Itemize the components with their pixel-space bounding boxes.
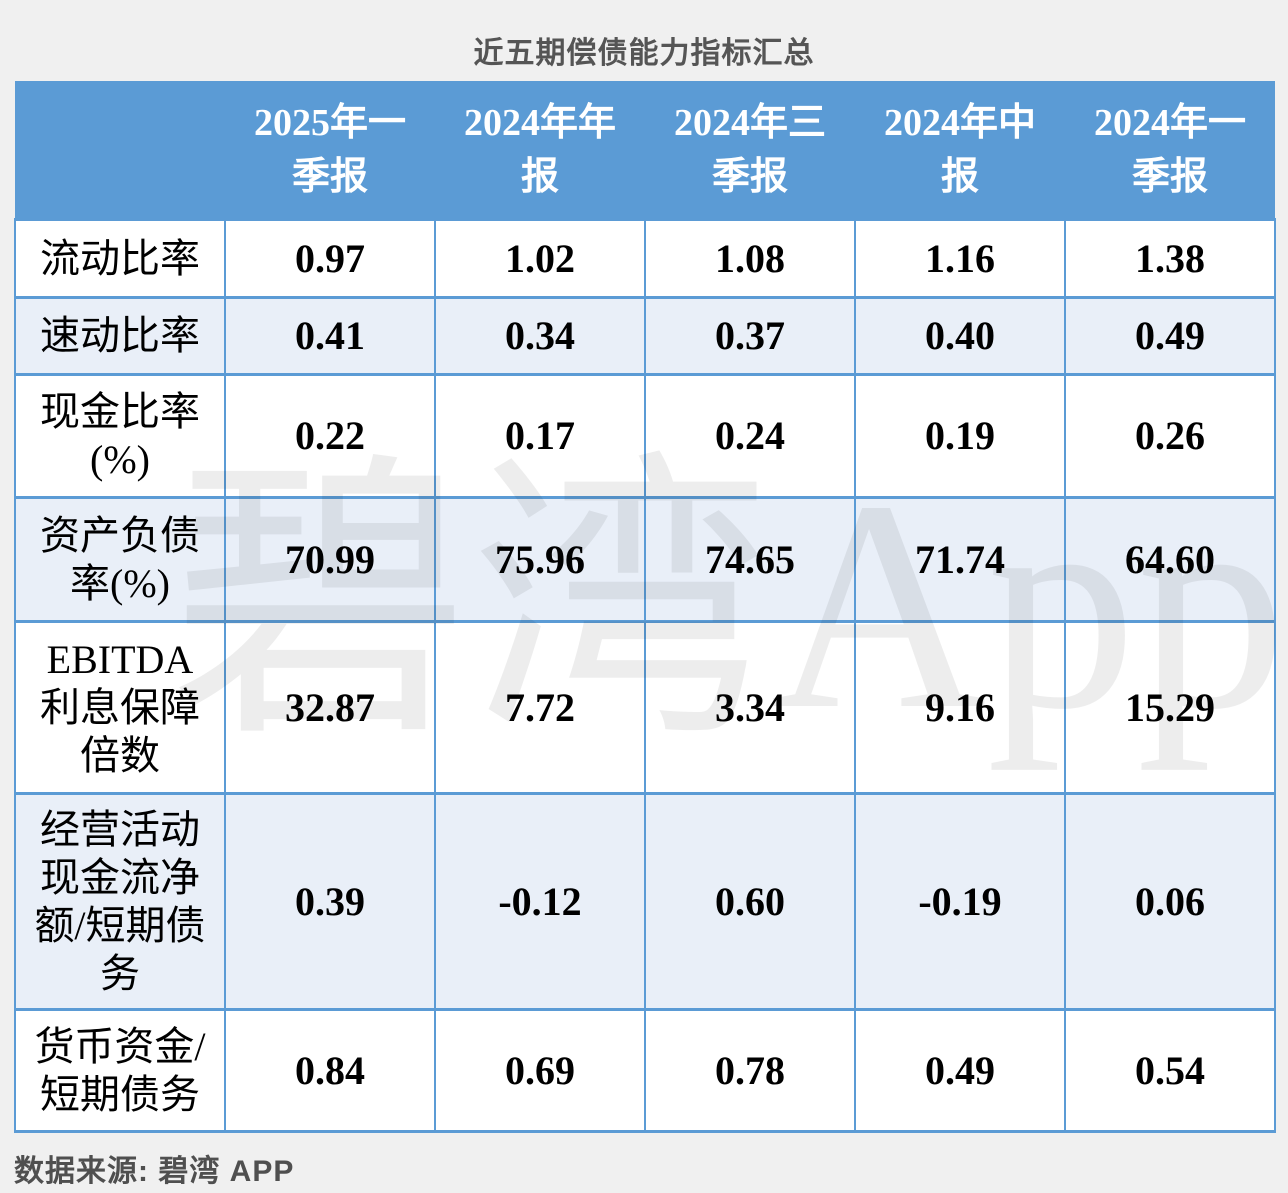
header-row: 2025年一 季报 2024年年 报 2024年三 季报 2024年中 报 20… — [15, 81, 1275, 220]
table-row-current-ratio: 流动比率 0.97 1.02 1.08 1.16 1.38 — [14, 218, 1276, 299]
table-container: 2025年一 季报 2024年年 报 2024年三 季报 2024年中 报 20… — [14, 81, 1276, 1133]
value-cell: 0.78 — [644, 1008, 856, 1133]
table-row-ocf-to-short-term-debt: 经营活动 现金流净 额/短期债 务 0.39 -0.12 0.60 -0.19 … — [14, 792, 1276, 1011]
value-cell: 0.19 — [854, 373, 1066, 499]
value-cell: 0.60 — [644, 792, 856, 1011]
value-cell: 1.08 — [644, 218, 856, 299]
value-cell: 0.49 — [854, 1008, 1066, 1133]
header-corner-cell — [15, 81, 225, 220]
table-row-cash-to-short-term-debt: 货币资金/ 短期债务 0.84 0.69 0.78 0.49 0.54 — [14, 1008, 1276, 1133]
value-cell: 0.49 — [1064, 296, 1276, 376]
row-label: 流动比率 — [14, 218, 226, 299]
value-cell: 1.16 — [854, 218, 1066, 299]
row-label: 货币资金/ 短期债务 — [14, 1008, 226, 1133]
value-cell: 1.02 — [434, 218, 646, 299]
value-cell: 3.34 — [644, 620, 856, 795]
table-row-quick-ratio: 速动比率 0.41 0.34 0.37 0.40 0.49 — [14, 296, 1276, 376]
value-cell: 0.39 — [224, 792, 436, 1011]
row-label: 经营活动 现金流净 额/短期债 务 — [14, 792, 226, 1011]
table-row-cash-ratio: 现金比率 (%) 0.22 0.17 0.24 0.19 0.26 — [14, 373, 1276, 499]
header-period-2024q1: 2024年一 季报 — [1065, 81, 1275, 220]
value-cell: 0.97 — [224, 218, 436, 299]
page-title: 近五期偿债能力指标汇总 — [473, 37, 815, 70]
value-cell: 0.54 — [1064, 1008, 1276, 1133]
value-cell: -0.12 — [434, 792, 646, 1011]
value-cell: 75.96 — [434, 496, 646, 623]
value-cell: 7.72 — [434, 620, 646, 795]
row-label: 速动比率 — [14, 296, 226, 376]
value-cell: 0.24 — [644, 373, 856, 499]
row-label: 资产负债 率(%) — [14, 496, 226, 623]
value-cell: 9.16 — [854, 620, 1066, 795]
value-cell: 1.38 — [1064, 218, 1276, 299]
value-cell: 32.87 — [224, 620, 436, 795]
value-cell: 0.40 — [854, 296, 1066, 376]
value-cell: 0.84 — [224, 1008, 436, 1133]
value-cell: 0.22 — [224, 373, 436, 499]
value-cell: -0.19 — [854, 792, 1066, 1011]
value-cell: 74.65 — [644, 496, 856, 623]
value-cell: 0.69 — [434, 1008, 646, 1133]
table-row-debt-asset-ratio: 资产负债 率(%) 70.99 75.96 74.65 71.74 64.60 — [14, 496, 1276, 623]
value-cell: 70.99 — [224, 496, 436, 623]
value-cell: 0.17 — [434, 373, 646, 499]
header-period-2024q3: 2024年三 季报 — [645, 81, 855, 220]
value-cell: 0.37 — [644, 296, 856, 376]
header-period-2024interim: 2024年中 报 — [855, 81, 1065, 220]
value-cell: 15.29 — [1064, 620, 1276, 795]
row-label: 现金比率 (%) — [14, 373, 226, 499]
value-cell: 0.06 — [1064, 792, 1276, 1011]
value-cell: 0.34 — [434, 296, 646, 376]
header-period-2024annual: 2024年年 报 — [435, 81, 645, 220]
value-cell: 0.26 — [1064, 373, 1276, 499]
value-cell: 0.41 — [224, 296, 436, 376]
row-label: EBITDA 利息保障 倍数 — [14, 620, 226, 795]
value-cell: 71.74 — [854, 496, 1066, 623]
value-cell: 64.60 — [1064, 496, 1276, 623]
header-period-2025q1: 2025年一 季报 — [225, 81, 435, 220]
table-row-ebitda-interest-coverage: EBITDA 利息保障 倍数 32.87 7.72 3.34 9.16 15.2… — [14, 620, 1276, 795]
solvency-indicators-table: 2025年一 季报 2024年年 报 2024年三 季报 2024年中 报 20… — [14, 81, 1276, 1133]
data-source-label: 数据来源: 碧湾 APP — [14, 1155, 295, 1188]
